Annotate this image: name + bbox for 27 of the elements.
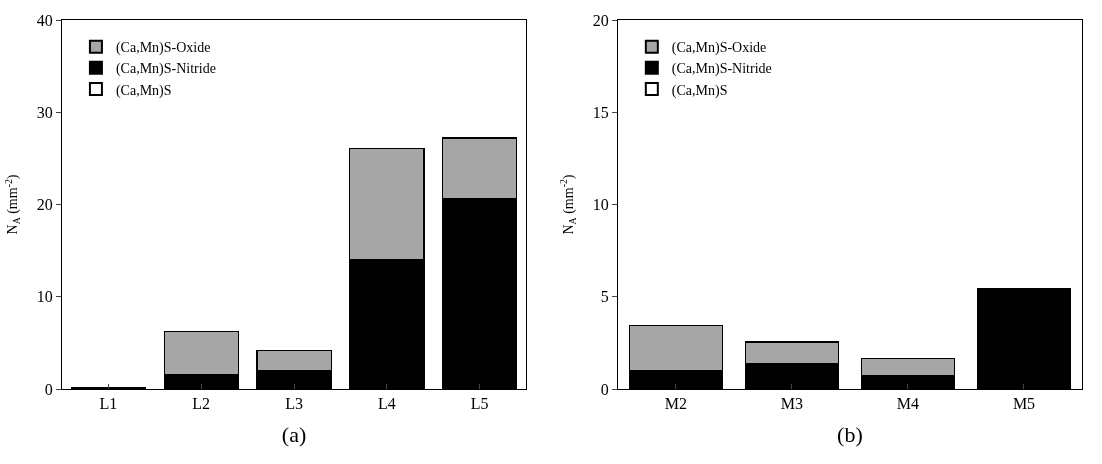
y-tick-label: 20	[36, 196, 53, 214]
x-tick-label: L1	[99, 395, 118, 413]
x-tick-label: L4	[377, 395, 396, 413]
y-tick-label: 10	[36, 288, 53, 306]
x-axis-title: (a)	[281, 422, 307, 448]
x-tick-label: M2	[664, 395, 688, 413]
legend-label: (Ca,Mn)S	[671, 82, 728, 99]
legend-label: (Ca,Mn)S-Nitride	[115, 61, 216, 78]
legend-label: (Ca,Mn)S-Oxide	[671, 40, 767, 57]
y-tick-label: 0	[44, 380, 53, 398]
legend-label: (Ca,Mn)S	[115, 82, 172, 99]
y-tick-label: 20	[592, 11, 609, 29]
legend-label: (Ca,Mn)S-Oxide	[115, 40, 211, 57]
x-tick-label: L3	[285, 395, 303, 413]
legend-label: (Ca,Mn)S-Nitride	[671, 61, 772, 78]
y-tick-label: 15	[592, 103, 609, 121]
y-tick-label: 5	[600, 288, 609, 306]
y-tick-label: 40	[36, 11, 53, 29]
x-tick-label: M5	[1012, 395, 1036, 413]
x-tick-label: M3	[780, 395, 804, 413]
x-tick-label: L5	[470, 395, 489, 413]
y-tick-label: 30	[36, 103, 53, 121]
x-tick-label: M4	[896, 395, 920, 413]
y-tick-label: 0	[600, 380, 609, 398]
y-tick-label: 10	[592, 196, 609, 214]
x-axis-title: (b)	[837, 422, 863, 448]
x-tick-label: L2	[192, 395, 211, 413]
